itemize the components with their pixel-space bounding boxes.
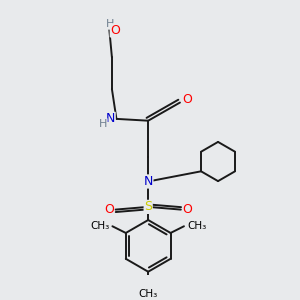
Text: O: O <box>183 203 193 216</box>
Text: CH₃: CH₃ <box>139 290 158 299</box>
Text: H: H <box>106 19 115 29</box>
Text: N: N <box>143 175 153 188</box>
Text: CH₃: CH₃ <box>187 221 206 231</box>
Text: O: O <box>110 24 120 37</box>
Text: O: O <box>182 93 192 106</box>
Text: CH₃: CH₃ <box>90 221 109 231</box>
Text: S: S <box>144 200 152 213</box>
Text: O: O <box>104 203 114 216</box>
Text: H: H <box>99 119 107 129</box>
Text: N: N <box>106 112 115 125</box>
